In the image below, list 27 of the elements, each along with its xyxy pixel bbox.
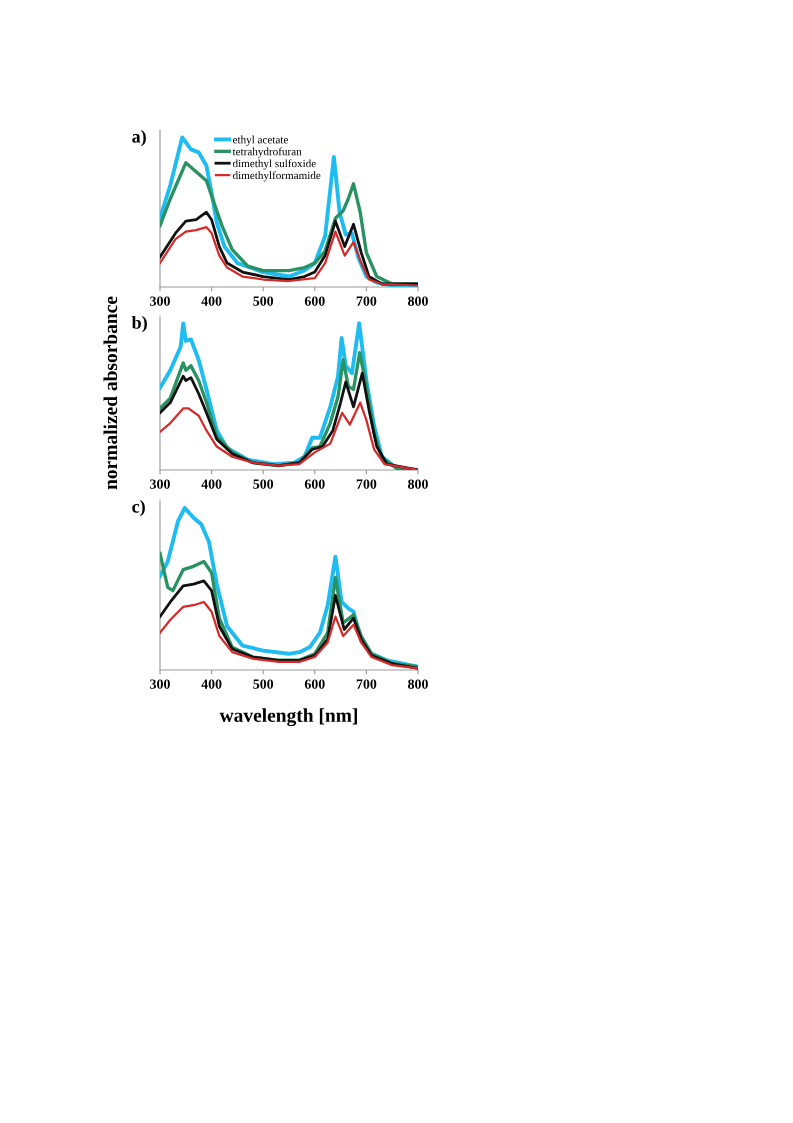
legend-label: dimethylformamide — [232, 171, 321, 182]
x-tick-label: 600 — [304, 679, 325, 689]
x-tick-label: 600 — [304, 479, 325, 489]
x-tick-label: 800 — [408, 479, 428, 489]
x-tick-label: 800 — [408, 296, 428, 306]
x-tick-label: 600 — [304, 296, 325, 306]
x-tick-label: 500 — [253, 479, 274, 489]
legend-label: ethyl acetate — [233, 135, 289, 146]
x-tick-label: 300 — [150, 296, 170, 306]
legend-label: tetrahydrofuran — [232, 147, 302, 158]
x-tick-label: 300 — [150, 479, 170, 489]
chart-title: c) — [132, 500, 145, 517]
x-tick-label: 400 — [201, 296, 222, 306]
chart-title: a) — [132, 130, 146, 147]
legend-label: dimethyl sulfoxide — [232, 159, 316, 170]
x-tick-label: 700 — [356, 479, 377, 489]
x-tick-label: 500 — [253, 679, 274, 689]
x-tick-label: 800 — [408, 679, 428, 689]
x-tick-label: 700 — [356, 679, 377, 689]
x-tick-label: 400 — [201, 479, 222, 489]
x-tick-label: 400 — [201, 679, 222, 689]
x-tick-label: 300 — [150, 679, 170, 689]
x-axis-title: wavelength [nm] — [219, 708, 357, 727]
chart-title: b) — [131, 316, 147, 333]
x-tick-label: 700 — [356, 296, 377, 306]
x-tick-label: 500 — [253, 296, 274, 306]
y-axis-title: normalized absorbance — [103, 296, 118, 490]
